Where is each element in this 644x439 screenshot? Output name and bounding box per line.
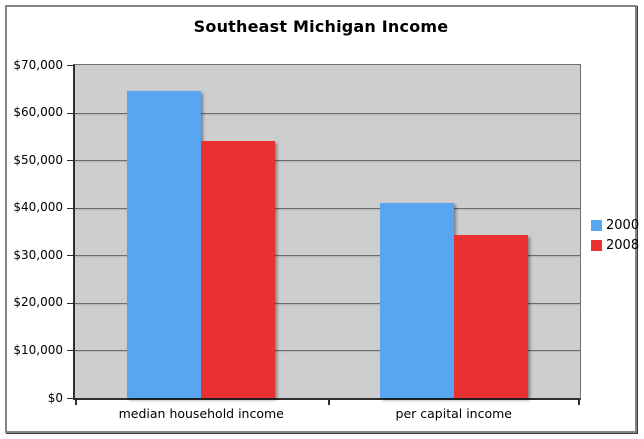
x-axis-tick-mark bbox=[75, 400, 77, 405]
legend-item: 2000 bbox=[591, 215, 639, 235]
y-axis-tick-mark bbox=[67, 302, 73, 304]
gridline bbox=[75, 207, 580, 209]
y-axis-tick-label: $40,000 bbox=[13, 200, 63, 215]
chart-frame: Southeast Michigan Income 2000 2008 $0 $10… bbox=[5, 5, 639, 433]
y-axis-tick-label: $50,000 bbox=[13, 152, 63, 167]
legend: 2000 2008 bbox=[591, 215, 639, 255]
y-axis-tick-mark bbox=[67, 398, 73, 399]
legend-swatch bbox=[591, 219, 602, 231]
legend-swatch bbox=[591, 239, 602, 251]
x-axis-tick-mark bbox=[578, 400, 580, 405]
bar-2008 bbox=[201, 141, 276, 398]
x-axis-tick-mark bbox=[327, 400, 330, 405]
y-axis-tick-label: $0 bbox=[47, 390, 63, 405]
gridline bbox=[75, 255, 580, 257]
y-axis-tick-mark bbox=[67, 160, 73, 162]
y-axis-tick-mark bbox=[67, 112, 73, 114]
bar-2000 bbox=[379, 202, 454, 398]
legend-item: 2008 bbox=[591, 235, 639, 255]
bar-2000 bbox=[127, 91, 202, 398]
x-axis-category-label: median household income bbox=[118, 406, 284, 421]
y-axis-tick-label: $30,000 bbox=[13, 247, 63, 262]
gridline bbox=[75, 350, 580, 352]
gridline bbox=[75, 160, 580, 162]
bar-2008 bbox=[453, 234, 528, 398]
y-axis-tick-label: $60,000 bbox=[13, 105, 63, 120]
y-axis-tick-mark bbox=[67, 207, 73, 209]
y-axis-tick-mark bbox=[67, 350, 73, 352]
legend-label: 2008 bbox=[606, 237, 640, 253]
legend-label: 2000 bbox=[606, 217, 640, 233]
y-axis-tick-label: $20,000 bbox=[13, 295, 63, 310]
y-axis-tick-mark bbox=[67, 65, 73, 66]
x-axis-category-label: per capital income bbox=[395, 406, 512, 421]
y-axis-tick-mark bbox=[67, 255, 73, 257]
y-axis-tick-label: $10,000 bbox=[13, 342, 63, 357]
chart-title: Southeast Michigan Income bbox=[193, 17, 449, 36]
plot-area bbox=[73, 64, 581, 400]
gridline bbox=[75, 112, 580, 114]
gridline bbox=[75, 302, 580, 304]
y-axis-tick-label: $70,000 bbox=[13, 57, 63, 72]
